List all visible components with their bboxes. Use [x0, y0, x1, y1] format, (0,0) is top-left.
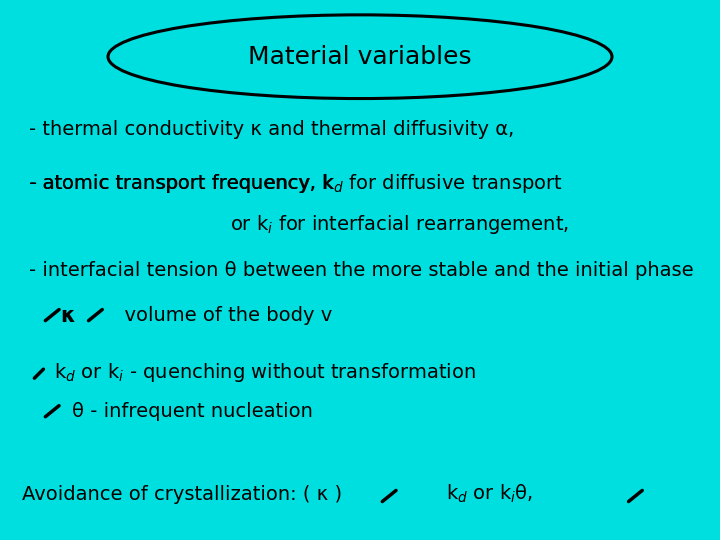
Text: κ: κ [60, 306, 75, 326]
Text: or k$_i$ for interfacial rearrangement,: or k$_i$ for interfacial rearrangement, [230, 213, 570, 235]
Text: - interfacial tension θ between the more stable and the initial phase: - interfacial tension θ between the more… [29, 260, 693, 280]
Text: - thermal conductivity κ and thermal diffusivity α,: - thermal conductivity κ and thermal dif… [29, 120, 514, 139]
Text: Avoidance of crystallization: ( κ ): Avoidance of crystallization: ( κ ) [22, 484, 342, 504]
Text: k$_d$ or k$_i$ - quenching without transformation: k$_d$ or k$_i$ - quenching without trans… [54, 361, 476, 384]
Text: θ - infrequent nucleation: θ - infrequent nucleation [72, 402, 313, 421]
Text: volume of the body v: volume of the body v [112, 306, 332, 326]
Text: Material variables: Material variables [248, 45, 472, 69]
Text: - atomic transport frequency, k: - atomic transport frequency, k [29, 174, 333, 193]
Text: - atomic transport frequency, k$_d$ for diffusive transport: - atomic transport frequency, k$_d$ for … [29, 172, 562, 195]
Text: k$_d$ or k$_i$θ,: k$_d$ or k$_i$θ, [446, 483, 534, 505]
